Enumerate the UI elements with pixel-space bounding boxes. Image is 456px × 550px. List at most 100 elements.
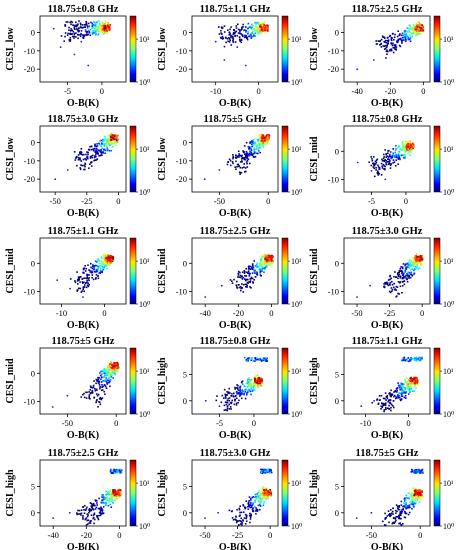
density-cell xyxy=(401,393,403,395)
density-cell xyxy=(106,32,108,34)
density-cell xyxy=(106,254,108,257)
upper-cluster-cell xyxy=(402,359,405,361)
density-cell xyxy=(261,265,263,268)
density-cell xyxy=(226,394,228,396)
density-cell xyxy=(411,503,414,506)
density-cell xyxy=(84,277,86,279)
density-cell xyxy=(103,502,105,504)
density-cell xyxy=(421,28,424,31)
upper-cluster-cell xyxy=(265,359,268,361)
density-cell xyxy=(238,515,241,517)
outlier-point xyxy=(238,156,240,159)
density-cell xyxy=(390,393,392,395)
density-cell xyxy=(228,41,231,43)
outlier-point xyxy=(218,405,221,407)
density-cell xyxy=(388,392,390,395)
density-cell xyxy=(390,409,392,412)
density-cell xyxy=(91,504,94,507)
density-cell xyxy=(104,143,107,145)
upper-cluster-cell xyxy=(118,469,121,472)
density-cell xyxy=(384,165,386,168)
density-cell xyxy=(107,263,110,265)
density-cell xyxy=(248,496,251,498)
density-cell xyxy=(417,268,419,270)
x-tick-label: -50 xyxy=(62,418,73,428)
density-cell xyxy=(244,506,247,509)
density-cell xyxy=(258,498,260,501)
density-cell xyxy=(237,276,239,278)
density-cell xyxy=(409,154,411,156)
density-cell xyxy=(396,505,399,508)
density-cell xyxy=(265,265,267,268)
density-cell xyxy=(223,388,226,391)
density-cell xyxy=(397,40,399,42)
density-cell xyxy=(421,25,424,28)
outlier-point xyxy=(370,511,373,514)
density-cell xyxy=(83,392,85,395)
density-cell xyxy=(412,265,415,267)
y-tick-label: -10 xyxy=(176,156,187,166)
density-cell xyxy=(104,385,107,388)
density-cell xyxy=(404,263,407,266)
density-cell xyxy=(243,392,245,395)
colorbar-tick-label: 10¹ xyxy=(443,367,454,376)
density-cell xyxy=(86,31,88,33)
upper-cluster-cell xyxy=(413,359,416,361)
outlier-point xyxy=(66,169,69,171)
density-cell xyxy=(238,399,240,402)
density-cell xyxy=(397,384,400,387)
density-cell xyxy=(115,369,117,371)
density-cell xyxy=(415,23,418,25)
density-cell xyxy=(97,259,100,262)
density-cell xyxy=(399,512,401,515)
density-cell xyxy=(257,496,259,498)
density-cell xyxy=(92,504,94,507)
density-cell xyxy=(239,166,242,169)
density-cell xyxy=(79,513,81,515)
density-cell xyxy=(265,259,267,262)
density-cell xyxy=(413,385,415,388)
density-cell xyxy=(229,39,231,42)
upper-cluster-cell xyxy=(410,471,413,473)
density-cell xyxy=(90,145,93,148)
density-cell xyxy=(249,26,251,28)
density-cell xyxy=(94,508,97,510)
density-cell xyxy=(420,32,422,35)
density-cell xyxy=(245,151,248,153)
density-cell xyxy=(239,511,241,514)
density-cell xyxy=(246,284,248,287)
subplot-title: 118.75±5 GHz xyxy=(52,336,115,347)
density-cell xyxy=(248,154,251,156)
density-cell xyxy=(94,143,96,146)
density-cell xyxy=(105,379,107,382)
y-tick-label: -10 xyxy=(176,46,187,56)
density-cell xyxy=(109,497,112,500)
density-cell xyxy=(115,142,117,145)
density-cell xyxy=(406,385,409,388)
density-cell xyxy=(268,254,271,257)
density-cell xyxy=(403,383,405,385)
density-cell xyxy=(410,382,413,384)
density-cell xyxy=(236,393,238,395)
density-cell xyxy=(412,256,415,259)
density-cell xyxy=(250,33,252,35)
density-cloud xyxy=(382,468,424,527)
density-cell xyxy=(85,153,87,156)
upper-cluster-cell xyxy=(262,470,264,473)
density-cell xyxy=(103,148,105,151)
y-tick-label: 0 xyxy=(335,508,339,518)
density-cell xyxy=(247,158,250,160)
colorbar-tick-label: 10¹ xyxy=(139,257,150,266)
density-cell xyxy=(242,23,244,26)
density-cell xyxy=(92,386,95,389)
density-cell xyxy=(114,371,116,373)
y-tick-label: -10 xyxy=(24,396,35,406)
density-cell xyxy=(86,281,88,284)
density-cell xyxy=(267,135,270,138)
y-tick-label: -20 xyxy=(328,64,339,74)
upper-cluster-cell xyxy=(419,356,422,359)
density-cell xyxy=(215,399,218,402)
density-cell xyxy=(401,272,403,275)
density-cell xyxy=(266,257,268,260)
